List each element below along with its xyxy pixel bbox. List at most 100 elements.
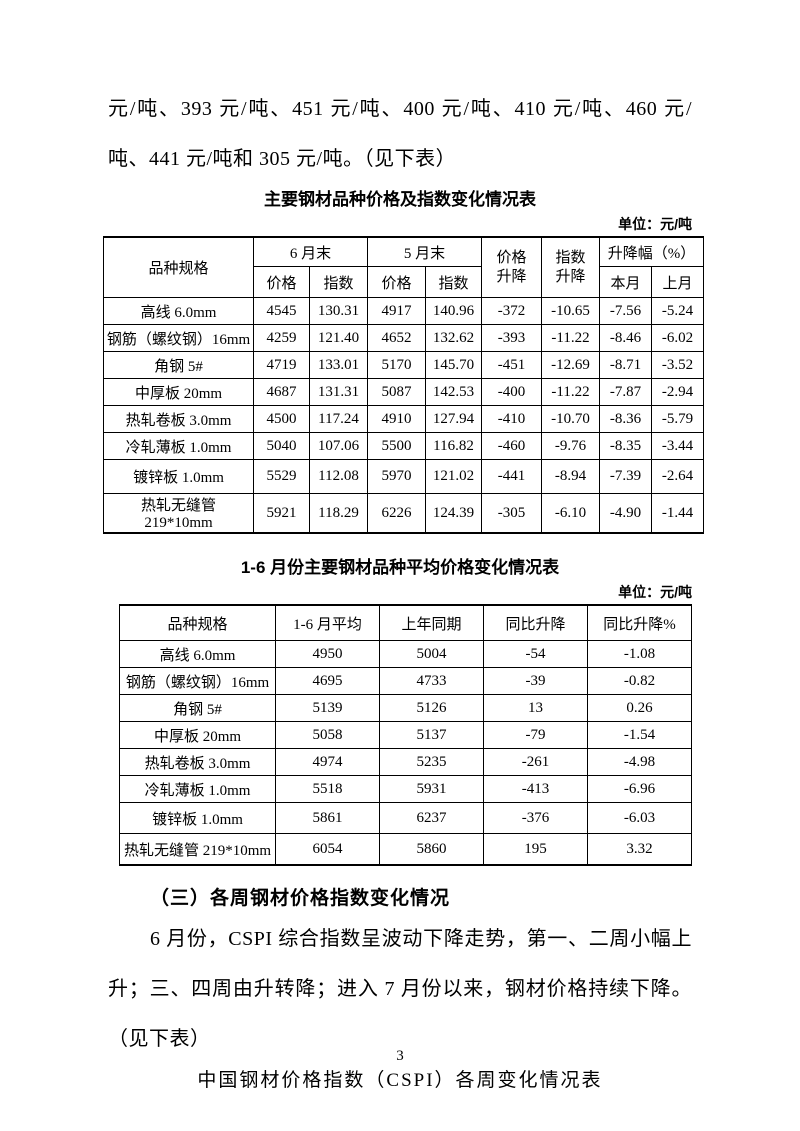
table2-title: 1-6 月份主要钢材品种平均价格变化情况表	[240, 558, 560, 577]
cell-change: 13	[483, 694, 588, 722]
cell-last-month: -5.79	[651, 405, 705, 433]
section3-heading: （三）各周钢材价格指数变化情况	[150, 888, 451, 909]
table-row: 冷轧薄板 1.0mm 5040 107.06 5500 116.82 -460 …	[103, 432, 705, 460]
cell-spec: 热轧卷板 3.0mm	[103, 405, 254, 433]
header-index-change-line1: 指数	[555, 249, 586, 266]
table-row: 冷轧薄板 1.0mm 5518 5931 -413 -6.96	[119, 775, 692, 803]
cell-change-pct: 3.32	[587, 833, 692, 866]
cell-price-chg: -305	[481, 493, 543, 534]
cell-spec: 冷轧薄板 1.0mm	[103, 432, 254, 460]
cell-may-index: 116.82	[425, 432, 483, 460]
header-yoy-change-pct: 同比升降%	[587, 604, 692, 641]
cell-last-year: 5137	[379, 721, 484, 749]
header-price-change-line1: 价格	[496, 249, 527, 266]
cell-last-year: 5126	[379, 694, 484, 722]
header-may: 5 月末	[367, 236, 483, 267]
cell-may-price: 4910	[367, 405, 427, 433]
table-row: 热轧卷板 3.0mm 4500 117.24 4910 127.94 -410 …	[103, 405, 705, 433]
cell-last-month: -3.44	[651, 432, 705, 460]
cspi-weekly-table-caption: 中国钢材价格指数（CSPI）各周变化情况表	[197, 1070, 603, 1091]
cell-may-index: 124.39	[425, 493, 483, 534]
paragraph-line-3: （见下表）	[108, 1028, 211, 1050]
cell-last-year: 4733	[379, 667, 484, 695]
cell-avg: 4974	[275, 748, 380, 776]
cell-price-chg: -441	[481, 459, 543, 494]
cell-change-pct: -0.82	[587, 667, 692, 695]
cell-index-chg: -11.22	[541, 324, 601, 352]
cell-may-price: 5170	[367, 351, 427, 379]
header-june: 6 月末	[252, 236, 369, 267]
cell-change: -413	[483, 775, 588, 803]
table-row: 高线 6.0mm 4545 130.31 4917 140.96 -372 -1…	[103, 297, 705, 325]
cell-may-price: 4917	[367, 297, 427, 325]
cell-spec: 冷轧薄板 1.0mm	[119, 775, 276, 803]
header-may-price: 价格	[367, 266, 427, 298]
cell-last-year: 5235	[379, 748, 484, 776]
header-spec: 品种规格	[119, 604, 276, 641]
cell-may-price: 5970	[367, 459, 427, 494]
cell-change-pct: 0.26	[587, 694, 692, 722]
cell-last-year: 5931	[379, 775, 484, 803]
header-june-price: 价格	[253, 266, 310, 298]
cell-spec: 角钢 5#	[103, 351, 254, 379]
table-row: 热轧无缝管 219*10mm 5921 118.29 6226 124.39 -…	[103, 493, 705, 534]
cell-index-chg: -12.69	[541, 351, 601, 379]
page-content: 元/吨、393 元/吨、451 元/吨、400 元/吨、410 元/吨、460 …	[103, 84, 705, 1094]
header-price-change-line2: 升降	[496, 268, 527, 285]
table2-unit-label: 单位：元/吨	[618, 584, 692, 600]
cell-change: -54	[483, 640, 588, 668]
cell-avg: 4695	[275, 667, 380, 695]
cell-jun-index: 107.06	[308, 432, 369, 460]
header-index-change: 指数 升降	[541, 236, 601, 298]
table1-unit-label: 单位：元/吨	[618, 216, 692, 232]
cell-jun-index: 112.08	[308, 459, 369, 494]
cell-jun-price: 4259	[253, 324, 310, 352]
intro-line-2: 吨、441 元/吨和 305 元/吨。（见下表）	[108, 148, 457, 170]
cell-jun-price: 5040	[253, 432, 310, 460]
cell-last-month: -2.94	[651, 378, 705, 406]
table-row: 钢筋（螺纹钢）16mm 4695 4733 -39 -0.82	[119, 667, 692, 695]
cell-change: -39	[483, 667, 588, 695]
cell-last-month: -5.24	[651, 297, 705, 325]
cell-index-chg: -11.22	[541, 378, 601, 406]
cell-last-month: -3.52	[651, 351, 705, 379]
cell-spec: 镀锌板 1.0mm	[119, 802, 276, 834]
page-number: 3	[396, 1048, 404, 1064]
cell-avg: 5058	[275, 721, 380, 749]
cell-may-index: 145.70	[425, 351, 483, 379]
cell-index-chg: -9.76	[541, 432, 601, 460]
cell-spec: 中厚板 20mm	[103, 378, 254, 406]
cell-this-month: -8.36	[599, 405, 653, 433]
table-row: 中厚板 20mm 5058 5137 -79 -1.54	[119, 721, 692, 749]
price-index-change-table: 品种规格 6 月末 5 月末 价格 升降 指数 升降 升降幅（%） 价格 指数	[103, 236, 705, 534]
cell-may-price: 5500	[367, 432, 427, 460]
header-avg: 1-6 月平均	[275, 604, 380, 641]
cell-jun-price: 4545	[253, 297, 310, 325]
header-may-index: 指数	[425, 266, 483, 298]
cell-spec: 热轧卷板 3.0mm	[119, 748, 276, 776]
cell-jun-price: 5529	[253, 459, 310, 494]
cell-change-pct: -6.03	[587, 802, 692, 834]
cell-last-month: -1.44	[651, 493, 705, 534]
cell-this-month: -7.56	[599, 297, 653, 325]
cell-spec: 高线 6.0mm	[103, 297, 254, 325]
cell-price-chg: -372	[481, 297, 543, 325]
cell-jun-index: 131.31	[308, 378, 369, 406]
intro-paragraph: 元/吨、393 元/吨、451 元/吨、400 元/吨、410 元/吨、460 …	[108, 84, 692, 184]
table-row: 热轧无缝管 219*10mm 6054 5860 195 3.32	[119, 833, 692, 866]
cell-avg: 5861	[275, 802, 380, 834]
cell-spec: 钢筋（螺纹钢）16mm	[103, 324, 254, 352]
cell-jun-price: 4500	[253, 405, 310, 433]
cell-jun-index: 133.01	[308, 351, 369, 379]
cell-change-pct: -1.08	[587, 640, 692, 668]
intro-line-1: 元/吨、393 元/吨、451 元/吨、400 元/吨、410 元/吨、460 …	[108, 98, 692, 120]
cell-change-pct: -6.96	[587, 775, 692, 803]
cell-spec: 角钢 5#	[119, 694, 276, 722]
cell-this-month: -8.71	[599, 351, 653, 379]
cell-may-index: 127.94	[425, 405, 483, 433]
table-row: 中厚板 20mm 4687 131.31 5087 142.53 -400 -1…	[103, 378, 705, 406]
cell-last-month: -2.64	[651, 459, 705, 494]
cell-last-month: -6.02	[651, 324, 705, 352]
cell-price-chg: -460	[481, 432, 543, 460]
table1-title: 主要钢材品种价格及指数变化情况表	[264, 190, 536, 209]
